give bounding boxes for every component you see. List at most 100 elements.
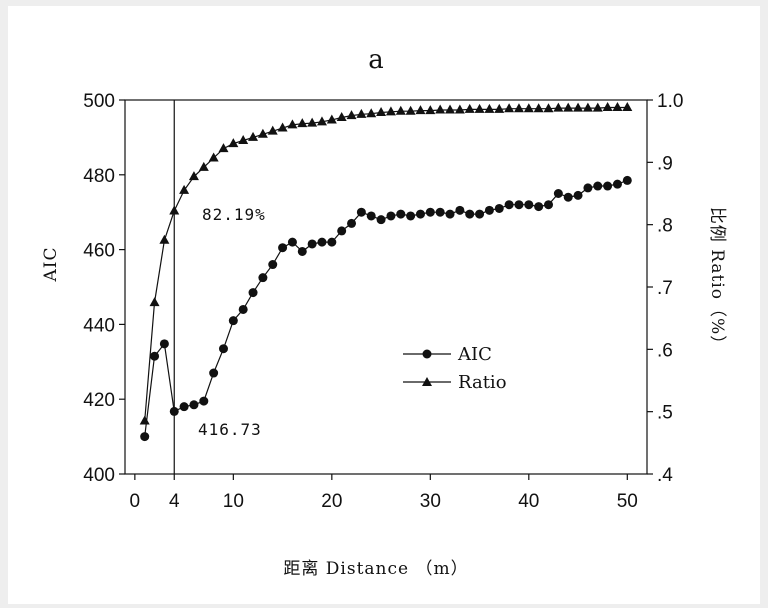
data-point-aic bbox=[514, 200, 524, 210]
data-point-ratio bbox=[592, 102, 603, 112]
y-tick-label: 460 bbox=[83, 241, 115, 262]
data-point-ratio bbox=[336, 111, 347, 121]
x-tick-label: 0 bbox=[130, 491, 141, 512]
data-point-aic bbox=[140, 432, 150, 442]
data-point-aic bbox=[465, 209, 475, 219]
chart: a 0 4 10 20 30 40 50 400 420 440 460 480 500 .4 .5 .6 .7… bbox=[41, 45, 727, 579]
x-tick-label: 4 bbox=[169, 491, 180, 512]
data-point-aic bbox=[199, 396, 209, 406]
data-point-ratio bbox=[277, 122, 288, 132]
data-point-aic bbox=[347, 218, 357, 228]
data-point-ratio bbox=[553, 102, 564, 112]
data-point-ratio bbox=[356, 108, 367, 118]
data-point-ratio bbox=[395, 105, 406, 115]
data-point-aic bbox=[179, 402, 189, 412]
y2-tick-label: 1.0 bbox=[657, 91, 683, 112]
data-point-aic bbox=[169, 406, 179, 416]
data-point-aic bbox=[228, 316, 238, 326]
data-point-aic bbox=[573, 190, 583, 200]
data-point-ratio bbox=[464, 103, 475, 113]
x-tick-label: 40 bbox=[518, 491, 539, 512]
data-point-ratio bbox=[454, 104, 465, 114]
y2-tick-label: .7 bbox=[657, 278, 673, 299]
y-tick-label: 400 bbox=[83, 465, 115, 486]
data-point-ratio bbox=[582, 102, 593, 112]
y-axis-title: AIC bbox=[41, 247, 61, 283]
data-point-ratio bbox=[563, 102, 574, 112]
data-point-aic bbox=[189, 400, 199, 410]
data-point-aic bbox=[544, 200, 554, 210]
data-point-aic bbox=[366, 211, 376, 221]
y2-tick-label: .9 bbox=[657, 153, 673, 174]
data-point-aic bbox=[563, 192, 573, 202]
data-point-ratio bbox=[257, 128, 268, 138]
y2-tick-label: .5 bbox=[657, 403, 673, 424]
data-point-ratio bbox=[602, 101, 613, 111]
data-point-ratio bbox=[179, 184, 190, 194]
data-point-aic bbox=[612, 179, 622, 189]
data-point-aic bbox=[297, 246, 307, 256]
data-point-aic bbox=[484, 205, 494, 215]
data-point-ratio bbox=[139, 415, 150, 425]
data-point-aic bbox=[553, 189, 563, 198]
data-point-ratio bbox=[445, 104, 456, 114]
legend-label-aic: AIC bbox=[457, 344, 492, 365]
x-tick-label: 30 bbox=[420, 491, 441, 512]
data-point-ratio bbox=[316, 116, 327, 126]
data-point-aic bbox=[445, 209, 455, 219]
data-point-ratio bbox=[523, 103, 534, 113]
data-point-ratio bbox=[326, 114, 337, 124]
data-point-ratio bbox=[405, 105, 416, 115]
data-point-aic bbox=[376, 215, 386, 225]
data-point-ratio bbox=[435, 104, 446, 114]
data-point-aic bbox=[622, 175, 632, 185]
data-point-ratio bbox=[366, 108, 377, 118]
figure-panel: a 0 4 10 20 30 40 50 400 420 440 460 480 500 .4 .5 .6 .7… bbox=[8, 6, 760, 604]
data-point-ratio bbox=[612, 101, 623, 111]
data-point-ratio bbox=[159, 234, 170, 244]
data-point-ratio bbox=[198, 161, 209, 171]
data-point-ratio bbox=[346, 110, 357, 120]
data-point-ratio bbox=[238, 135, 249, 145]
x-tick-label: 20 bbox=[321, 491, 342, 512]
data-point-ratio bbox=[208, 152, 219, 162]
plot-area bbox=[119, 99, 653, 480]
data-point-ratio bbox=[513, 103, 524, 113]
data-point-aic bbox=[337, 226, 347, 236]
data-point-aic bbox=[583, 183, 593, 193]
data-point-ratio bbox=[188, 171, 199, 181]
x-tick-label: 50 bbox=[617, 491, 638, 512]
data-point-ratio bbox=[376, 106, 387, 116]
data-point-aic bbox=[475, 209, 485, 219]
data-point-aic bbox=[278, 243, 288, 253]
data-point-ratio bbox=[573, 102, 584, 112]
data-point-aic bbox=[425, 207, 435, 217]
data-point-ratio bbox=[494, 103, 505, 113]
legend-triangle-marker bbox=[422, 377, 432, 386]
chart-title: a bbox=[368, 45, 384, 75]
plot-frame bbox=[124, 99, 648, 475]
data-point-ratio bbox=[149, 297, 160, 307]
data-point-aic bbox=[435, 207, 445, 217]
data-point-ratio bbox=[543, 103, 554, 113]
legend-circle-marker bbox=[422, 349, 432, 359]
data-point-ratio bbox=[267, 125, 278, 135]
data-point-aic bbox=[524, 200, 534, 210]
data-point-aic bbox=[406, 211, 416, 221]
data-point-aic bbox=[150, 351, 160, 361]
data-point-ratio bbox=[307, 117, 318, 127]
data-point-aic bbox=[287, 237, 297, 247]
data-point-aic bbox=[534, 202, 544, 212]
y2-tick-label: .4 bbox=[657, 465, 673, 486]
data-point-aic bbox=[307, 239, 317, 249]
data-point-ratio bbox=[415, 105, 426, 115]
y2-tick-label: .6 bbox=[657, 340, 673, 361]
data-point-aic bbox=[603, 181, 613, 191]
y-tick-label: 420 bbox=[83, 390, 115, 411]
data-point-aic bbox=[218, 344, 228, 354]
data-point-aic bbox=[268, 260, 278, 270]
data-point-aic bbox=[396, 209, 406, 219]
legend: AIC Ratio bbox=[403, 344, 507, 393]
data-point-aic bbox=[258, 273, 268, 283]
data-point-aic bbox=[356, 207, 366, 217]
